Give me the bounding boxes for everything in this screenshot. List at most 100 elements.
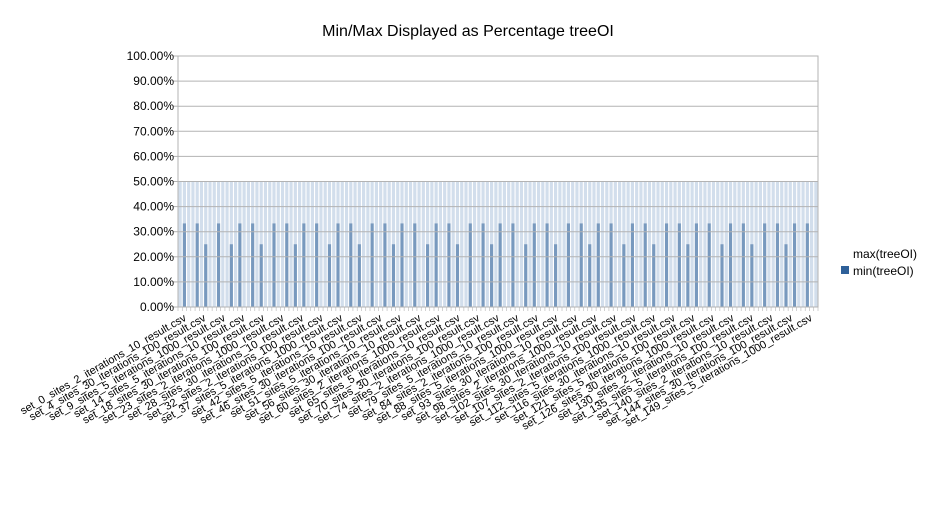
max-bar bbox=[605, 181, 609, 307]
max-bar bbox=[208, 181, 212, 307]
max-bar bbox=[187, 181, 191, 307]
max-bar bbox=[549, 181, 553, 307]
min-bar bbox=[707, 223, 711, 307]
max-bar bbox=[387, 181, 391, 307]
max-bar bbox=[268, 181, 272, 307]
max-bar bbox=[464, 181, 468, 307]
max-bar bbox=[711, 181, 716, 307]
min-bar bbox=[481, 223, 485, 307]
max-bar bbox=[340, 181, 344, 307]
min-bar bbox=[566, 223, 570, 307]
max-bar bbox=[669, 181, 673, 307]
legend-label-max: max(treeOI) bbox=[853, 247, 917, 261]
plot-area: 0.00% 10.00% 20.00% 30.00% 40.00% 50.00% 60.00… bbox=[18, 49, 819, 433]
y-tick-label: 10.00% bbox=[133, 275, 174, 289]
min-bar bbox=[686, 244, 690, 307]
min-bar bbox=[259, 244, 263, 307]
max-bar bbox=[212, 181, 216, 307]
min-bar bbox=[302, 223, 306, 307]
max-bar bbox=[758, 181, 762, 307]
max-bar bbox=[541, 181, 545, 307]
min-bar bbox=[315, 223, 319, 307]
min-bar bbox=[750, 244, 754, 307]
max-bar bbox=[485, 181, 489, 307]
max-bar bbox=[737, 181, 741, 307]
max-bar bbox=[280, 181, 285, 307]
y-tick-label: 90.00% bbox=[133, 74, 174, 88]
max-bar bbox=[191, 181, 195, 307]
min-bar bbox=[204, 244, 208, 307]
max-bar bbox=[626, 181, 630, 307]
max-bar bbox=[242, 181, 246, 307]
max-bar bbox=[276, 181, 280, 307]
max-bar bbox=[460, 181, 464, 307]
max-bar bbox=[656, 181, 660, 307]
max-bar bbox=[507, 181, 511, 307]
max-bar bbox=[323, 181, 327, 307]
y-tick-label: 60.00% bbox=[133, 149, 174, 163]
min-bar bbox=[251, 223, 255, 307]
max-bar bbox=[618, 181, 622, 307]
chart-title: Min/Max Displayed as Percentage treeOI bbox=[322, 23, 614, 40]
max-bar bbox=[558, 181, 562, 307]
min-bar bbox=[630, 223, 634, 307]
min-bar bbox=[588, 244, 592, 307]
max-bar bbox=[408, 181, 413, 307]
max-bar bbox=[421, 181, 425, 307]
y-tick-label: 30.00% bbox=[133, 225, 174, 239]
min-bar bbox=[370, 223, 374, 307]
max-bar bbox=[494, 181, 498, 307]
max-bar bbox=[575, 181, 579, 307]
max-bar bbox=[767, 181, 771, 307]
min-bar bbox=[554, 244, 558, 307]
min-bar bbox=[784, 244, 788, 307]
min-bar bbox=[596, 223, 600, 307]
max-bar bbox=[699, 181, 703, 307]
min-bar bbox=[545, 223, 549, 307]
min-bar bbox=[293, 244, 297, 307]
min-bar bbox=[792, 223, 797, 307]
min-bar bbox=[652, 244, 656, 307]
max-bar bbox=[344, 181, 349, 307]
min-bar bbox=[216, 223, 221, 307]
max-bar bbox=[660, 181, 664, 307]
max-bar bbox=[536, 181, 541, 307]
min-bar bbox=[775, 223, 780, 307]
min-bar bbox=[391, 244, 396, 307]
min-bar bbox=[511, 223, 515, 307]
y-tick-label: 20.00% bbox=[133, 250, 174, 264]
max-bar bbox=[319, 181, 323, 307]
max-bar bbox=[528, 181, 532, 307]
max-bar bbox=[362, 181, 366, 307]
min-bar bbox=[238, 223, 242, 307]
max-bar bbox=[690, 181, 694, 307]
max-bar bbox=[801, 181, 805, 307]
min-bar bbox=[426, 244, 430, 307]
max-bar bbox=[716, 181, 720, 307]
max-bar bbox=[310, 181, 314, 307]
min-bar bbox=[434, 223, 438, 307]
max-bar bbox=[438, 181, 442, 307]
max-bar bbox=[225, 181, 229, 307]
min-bar bbox=[728, 223, 733, 307]
legend-label-min: min(treeOI) bbox=[853, 264, 914, 278]
max-bar bbox=[234, 181, 238, 307]
max-bar bbox=[814, 181, 818, 307]
min-bar bbox=[285, 223, 289, 307]
max-bar bbox=[221, 181, 225, 307]
legend-swatch-min bbox=[841, 266, 849, 274]
max-bar bbox=[583, 181, 588, 307]
min-bar bbox=[349, 223, 353, 307]
max-bar bbox=[332, 181, 336, 307]
y-tick-label: 80.00% bbox=[133, 99, 174, 113]
max-bar bbox=[306, 181, 310, 307]
y-tick-label: 0.00% bbox=[140, 300, 174, 314]
max-bar bbox=[746, 181, 750, 307]
max-bar bbox=[771, 181, 775, 307]
min-bar bbox=[272, 223, 276, 307]
max-bar bbox=[703, 181, 707, 307]
max-bar bbox=[682, 181, 686, 307]
min-bar bbox=[357, 244, 361, 307]
max-bar bbox=[477, 181, 481, 307]
